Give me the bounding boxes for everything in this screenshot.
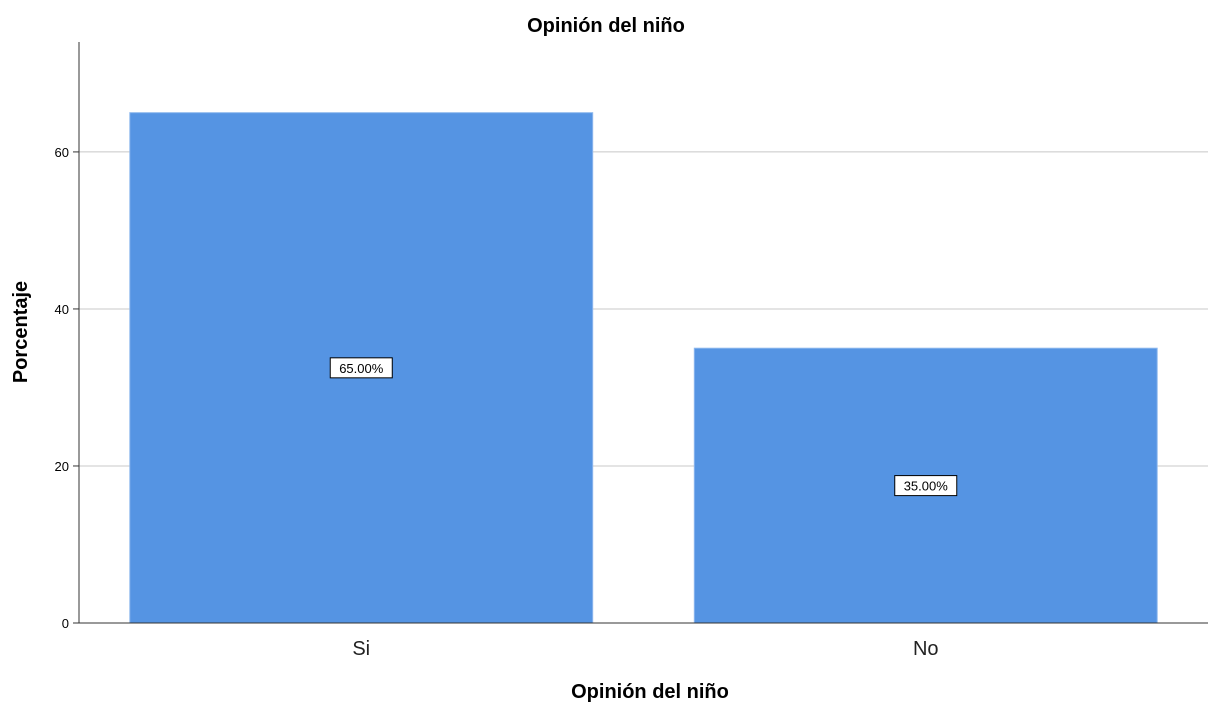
data-label-box: [329, 357, 393, 379]
x-axis-ticks: Si No: [352, 638, 938, 660]
data-label: 35.00%: [904, 479, 949, 494]
y-axis-label: Porcentaje: [10, 281, 32, 383]
y-tick-label: 60: [55, 145, 69, 160]
data-label-box: [894, 475, 958, 497]
data-labels: 65.00% 35.00%: [329, 357, 958, 497]
y-axis-ticks: 0 20 40 60: [55, 145, 79, 631]
data-label: 65.00%: [339, 361, 384, 376]
y-tick-label: 20: [55, 459, 69, 474]
x-tick-label: No: [913, 638, 939, 660]
y-tick-label: 0: [62, 616, 69, 631]
bars: [129, 112, 1158, 624]
x-axis-label: Opinión del niño: [571, 681, 729, 703]
x-tick-label: Si: [352, 638, 370, 660]
y-tick-label: 40: [55, 302, 69, 317]
chart-title: Opinión del niño: [527, 15, 685, 37]
